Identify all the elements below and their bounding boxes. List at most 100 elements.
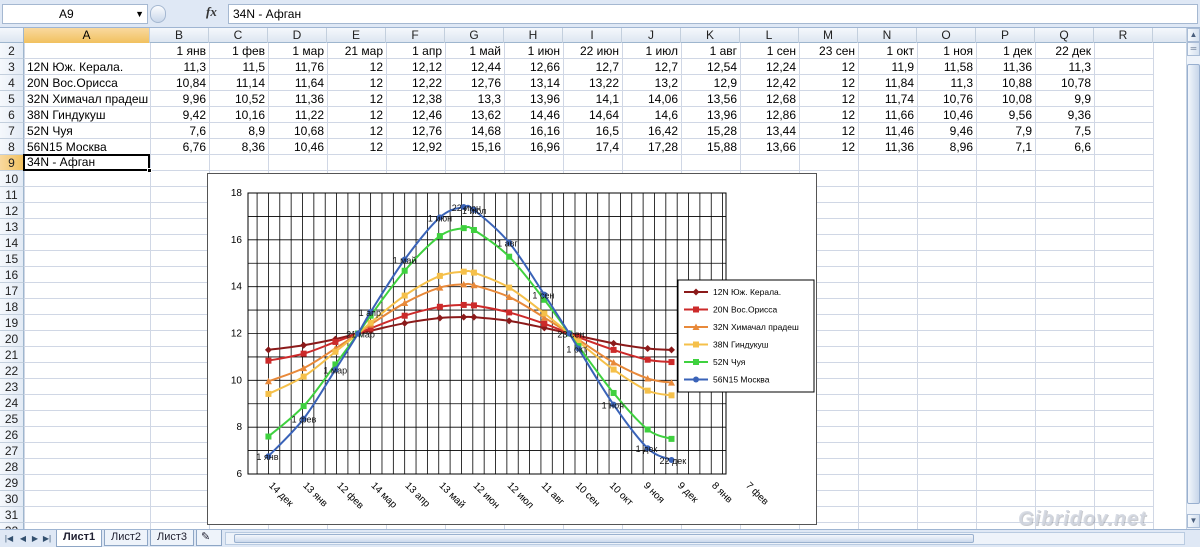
- value-cell[interactable]: 13,22: [588, 76, 619, 90]
- column-header[interactable]: G: [445, 28, 504, 43]
- value-cell[interactable]: 11,36: [1002, 60, 1032, 74]
- value-cell[interactable]: 12,68: [765, 92, 796, 106]
- value-cell[interactable]: 12,66: [529, 60, 560, 74]
- scroll-down-icon[interactable]: ▼: [1187, 514, 1200, 528]
- column-header[interactable]: M: [799, 28, 858, 43]
- row-header[interactable]: 18: [0, 299, 24, 315]
- value-cell[interactable]: 16,16: [529, 124, 560, 138]
- date-header-cell[interactable]: 1 июн: [527, 44, 560, 58]
- value-cell[interactable]: 10,88: [1001, 76, 1032, 90]
- active-cell[interactable]: 34N - Афган: [23, 154, 150, 171]
- row-header[interactable]: 21: [0, 347, 24, 363]
- value-cell[interactable]: 10,08: [1001, 92, 1032, 106]
- value-cell[interactable]: 13,96: [706, 108, 737, 122]
- row-label-cell[interactable]: 52N Чуя: [27, 124, 73, 138]
- date-header-cell[interactable]: 1 сен: [766, 44, 796, 58]
- date-header-cell[interactable]: 1 мар: [292, 44, 324, 58]
- hscroll-thumb[interactable]: [234, 534, 974, 543]
- date-header-cell[interactable]: 1 окт: [886, 44, 914, 58]
- row-header[interactable]: 13: [0, 219, 24, 235]
- value-cell[interactable]: 7,9: [1015, 124, 1032, 138]
- value-cell[interactable]: 11,58: [943, 60, 973, 74]
- value-cell[interactable]: 12: [369, 124, 383, 138]
- value-cell[interactable]: 11,36: [884, 140, 914, 154]
- value-cell[interactable]: 14,64: [588, 108, 619, 122]
- row-header[interactable]: 9: [0, 155, 24, 171]
- value-cell[interactable]: 11,5: [242, 60, 265, 74]
- value-cell[interactable]: 12,22: [411, 76, 442, 90]
- value-cell[interactable]: 9,9: [1074, 92, 1091, 106]
- value-cell[interactable]: 11,36: [294, 92, 324, 106]
- value-cell[interactable]: 13,56: [706, 92, 737, 106]
- value-cell[interactable]: 12,12: [411, 60, 442, 74]
- value-cell[interactable]: 9,46: [949, 124, 973, 138]
- column-header[interactable]: L: [740, 28, 799, 43]
- value-cell[interactable]: 8,9: [248, 124, 265, 138]
- column-header[interactable]: R: [1094, 28, 1153, 43]
- row-label-cell[interactable]: 32N Химачал прадеш: [27, 92, 149, 106]
- row-header[interactable]: 31: [0, 507, 24, 523]
- value-cell[interactable]: 11,14: [235, 76, 265, 90]
- value-cell[interactable]: 10,16: [234, 108, 265, 122]
- prev-sheet-icon[interactable]: ◀: [19, 534, 27, 543]
- value-cell[interactable]: 12: [369, 92, 383, 106]
- value-cell[interactable]: 11,3: [950, 76, 973, 90]
- date-header-cell[interactable]: 1 дек: [1003, 44, 1032, 58]
- value-cell[interactable]: 9,42: [182, 108, 206, 122]
- column-header[interactable]: C: [209, 28, 268, 43]
- value-cell[interactable]: 12,44: [470, 60, 501, 74]
- value-cell[interactable]: 12: [841, 140, 855, 154]
- value-cell[interactable]: 14,6: [654, 108, 678, 122]
- fill-handle[interactable]: [147, 168, 152, 173]
- chevron-down-icon[interactable]: ▼: [135, 9, 144, 19]
- value-cell[interactable]: 11,3: [183, 60, 206, 74]
- row-header[interactable]: 14: [0, 235, 24, 251]
- chart[interactable]: 6 8 10 12 14 16 18 14 дек 13 янв 12 фев 14 мар 13 а…: [207, 173, 817, 525]
- row-header[interactable]: 8: [0, 139, 24, 155]
- row-header[interactable]: 10: [0, 171, 24, 187]
- row-header[interactable]: 28: [0, 459, 24, 475]
- column-header[interactable]: B: [150, 28, 209, 43]
- value-cell[interactable]: 12: [369, 140, 383, 154]
- value-cell[interactable]: 11,64: [294, 76, 324, 90]
- column-header[interactable]: F: [386, 28, 445, 43]
- value-cell[interactable]: 11,22: [294, 108, 324, 122]
- date-header-cell[interactable]: 21 мар: [344, 44, 383, 58]
- value-cell[interactable]: 12,38: [411, 92, 442, 106]
- value-cell[interactable]: 10,52: [234, 92, 265, 106]
- row-header[interactable]: 30: [0, 491, 24, 507]
- value-cell[interactable]: 10,84: [175, 76, 206, 90]
- first-sheet-icon[interactable]: |◀: [4, 534, 14, 543]
- row-header[interactable]: 3: [0, 59, 24, 75]
- formula-input[interactable]: 34N - Афган: [228, 4, 1198, 24]
- row-header[interactable]: 11: [0, 187, 24, 203]
- value-cell[interactable]: 10,78: [1060, 76, 1091, 90]
- value-cell[interactable]: 11,9: [891, 60, 914, 74]
- value-cell[interactable]: 9,96: [182, 92, 206, 106]
- name-box[interactable]: A9 ▼: [2, 4, 148, 24]
- value-cell[interactable]: 16,5: [595, 124, 619, 138]
- value-cell[interactable]: 15,28: [706, 124, 737, 138]
- value-cell[interactable]: 8,96: [949, 140, 973, 154]
- value-cell[interactable]: 13,96: [529, 92, 560, 106]
- value-cell[interactable]: 12,42: [765, 76, 796, 90]
- column-header[interactable]: H: [504, 28, 563, 43]
- row-header[interactable]: 16: [0, 267, 24, 283]
- value-cell[interactable]: 7,5: [1074, 124, 1091, 138]
- sheet-tab-3[interactable]: Лист3: [150, 530, 195, 546]
- value-cell[interactable]: 12,92: [411, 140, 442, 154]
- row-header[interactable]: 22: [0, 363, 24, 379]
- sheet-tab-2[interactable]: Лист2: [104, 530, 149, 546]
- insert-function-icon[interactable]: fx: [206, 4, 217, 19]
- horizontal-scrollbar[interactable]: [225, 532, 1185, 545]
- value-cell[interactable]: 12,9: [713, 76, 737, 90]
- row-header[interactable]: 12: [0, 203, 24, 219]
- value-cell[interactable]: 10,76: [942, 92, 973, 106]
- value-cell[interactable]: 7,1: [1015, 140, 1032, 154]
- value-cell[interactable]: 12: [841, 108, 855, 122]
- row-header[interactable]: 4: [0, 75, 24, 91]
- column-header[interactable]: O: [917, 28, 976, 43]
- last-sheet-icon[interactable]: ▶|: [42, 534, 52, 543]
- sheet-tab-1[interactable]: Лист1: [56, 530, 103, 547]
- row-header[interactable]: 25: [0, 411, 24, 427]
